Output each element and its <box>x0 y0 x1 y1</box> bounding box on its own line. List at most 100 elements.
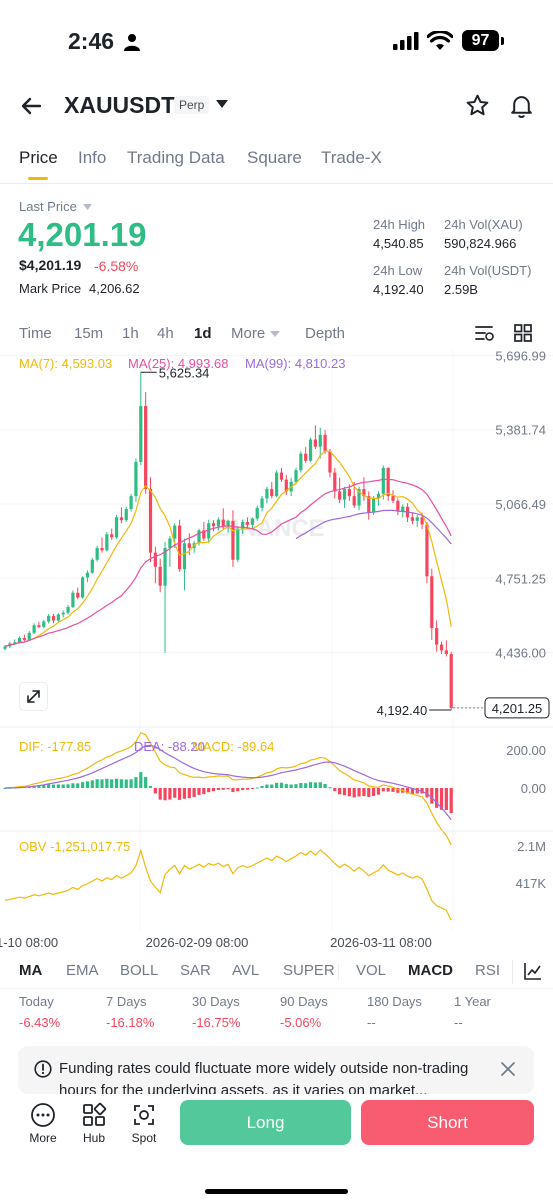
more-dropdown-icon[interactable] <box>270 331 280 337</box>
macd-histogram-bar <box>308 782 313 788</box>
chart-area[interactable]: BINANCE 5,696.99 5,381.74 5,066.49 4,751.25… <box>0 348 553 955</box>
candle-up <box>3 646 7 649</box>
candle-up <box>71 592 75 607</box>
macd-histogram-bar <box>410 788 414 794</box>
timeframe-more[interactable]: More <box>231 325 266 342</box>
last-price-label[interactable]: Last Price <box>19 199 77 214</box>
indicator-divider <box>338 964 339 980</box>
current-price-box <box>484 697 550 719</box>
indicator-ma[interactable]: MA <box>19 962 43 979</box>
indicator-boll[interactable]: BOLL <box>120 962 159 979</box>
indicator-sar[interactable]: SAR <box>180 962 211 979</box>
candlestick-chart[interactable]: BINANCE 5,696.995,381.745,066.494,751.25… <box>0 348 553 955</box>
macd-histogram-bar <box>100 779 104 788</box>
back-arrow-icon[interactable] <box>19 94 43 118</box>
perf-30d-label: 30 Days <box>192 994 240 1009</box>
tab-info[interactable]: Info <box>78 148 107 167</box>
tab-price[interactable]: Price <box>19 148 58 167</box>
candle-up <box>163 547 167 586</box>
indicator-ema[interactable]: EMA <box>66 962 99 979</box>
macd-histogram-bar <box>216 788 220 790</box>
candle-down <box>352 496 356 506</box>
spot-button[interactable]: Spot <box>122 1102 166 1145</box>
candle-up <box>32 625 36 633</box>
macd-histogram-bar <box>207 788 211 793</box>
macd-histogram-bar <box>129 779 133 788</box>
macd-histogram-bar <box>444 788 448 811</box>
perf-7d-value: -16.18% <box>106 1015 155 1030</box>
macd-histogram-bar <box>275 782 279 788</box>
tab-square[interactable]: Square <box>247 148 302 167</box>
more-button[interactable]: More <box>21 1102 65 1145</box>
candle-up <box>197 530 201 544</box>
macd-histogram-bar <box>168 788 172 800</box>
indicator-chart-icon[interactable] <box>523 961 543 981</box>
symbol-title[interactable]: XAUUSDT <box>64 92 176 118</box>
indicator-settings-icon[interactable] <box>475 324 495 342</box>
indicator-super[interactable]: SUPER <box>283 962 335 979</box>
header: XAUUSDT Perp <box>0 84 553 130</box>
timeframe-1h[interactable]: 1h <box>122 325 139 342</box>
vol-xau-value: 590,824.966 <box>444 236 517 251</box>
tab-trade-x[interactable]: Trade-X <box>321 148 382 167</box>
close-icon[interactable] <box>501 1062 515 1076</box>
macd-histogram-bar <box>134 777 138 788</box>
y-axis-label: 5,381.74 <box>495 423 546 438</box>
timeframe-1d[interactable]: 1d <box>194 325 212 342</box>
macd-histogram-bar <box>430 788 434 804</box>
macd-histogram-bar <box>415 788 419 794</box>
macd-histogram-bar <box>56 784 60 788</box>
timeframe-depth[interactable]: Depth <box>305 325 346 342</box>
notification-bell-icon[interactable] <box>509 93 534 118</box>
candle-up <box>275 472 279 497</box>
timeframe-15m[interactable]: 15m <box>74 325 104 342</box>
macd-histogram-bar <box>449 788 453 814</box>
long-label: Long <box>246 1112 285 1132</box>
tab-trading-data[interactable]: Trading Data <box>127 148 225 167</box>
symbol-dropdown-icon[interactable] <box>216 100 228 108</box>
indicator-avl[interactable]: AVL <box>232 962 260 979</box>
candle-up <box>105 534 109 551</box>
bottom-action-bar: More Hub Spot Long Short <box>0 1094 553 1200</box>
timeframe-4h[interactable]: 4h <box>157 325 174 342</box>
macd-histogram-bar <box>439 788 444 810</box>
wifi-icon <box>427 31 453 50</box>
long-button[interactable]: Long <box>180 1100 351 1145</box>
indicator-rsi[interactable]: RSI <box>475 962 501 979</box>
obv-line <box>4 848 452 921</box>
short-button[interactable]: Short <box>361 1100 534 1145</box>
more-label: More <box>29 1131 57 1145</box>
page-tabs: Price Info Trading Data Square Trade-X <box>0 140 553 184</box>
macd-histogram-bar <box>192 788 196 797</box>
candle-up <box>95 547 99 560</box>
vol-xau-label: 24h Vol(XAU) <box>444 217 523 232</box>
indicator-vol[interactable]: VOL <box>356 962 387 979</box>
ma99-legend: MA(99): 4,810.23 <box>245 356 346 371</box>
indicator-macd[interactable]: MACD <box>408 962 453 979</box>
perf-90d-label: 90 Days <box>280 994 328 1009</box>
fullscreen-button[interactable] <box>19 682 48 711</box>
last-price-dropdown-icon[interactable] <box>83 204 92 210</box>
candle-down <box>347 489 351 497</box>
status-bar: 2:46 97 <box>0 0 553 80</box>
vol-usdt-label: 24h Vol(USDT) <box>444 263 532 278</box>
x-axis-label-2: 2026-02-09 08:00 <box>146 935 249 950</box>
candle-up <box>173 525 177 539</box>
candle-down <box>391 496 395 501</box>
favorite-star-icon[interactable] <box>465 93 490 118</box>
current-price-label: 4,201.25 <box>492 701 543 716</box>
candle-up <box>90 559 94 573</box>
macd-histogram-bar <box>197 788 201 795</box>
macd-histogram-bar <box>338 788 342 795</box>
timeframe-time[interactable]: Time <box>19 325 52 342</box>
layout-grid-icon[interactable] <box>514 324 532 342</box>
macd-histogram-bar <box>381 788 385 792</box>
macd-histogram-bar <box>187 788 191 799</box>
candle-down <box>110 534 114 538</box>
short-label: Short <box>427 1112 468 1132</box>
macd-histogram-bar <box>178 788 182 800</box>
hub-button[interactable]: Hub <box>72 1102 116 1145</box>
funding-notice[interactable]: Funding rates could fluctuate more widel… <box>18 1046 534 1094</box>
candle-down <box>22 637 26 640</box>
candle-down <box>51 615 56 621</box>
